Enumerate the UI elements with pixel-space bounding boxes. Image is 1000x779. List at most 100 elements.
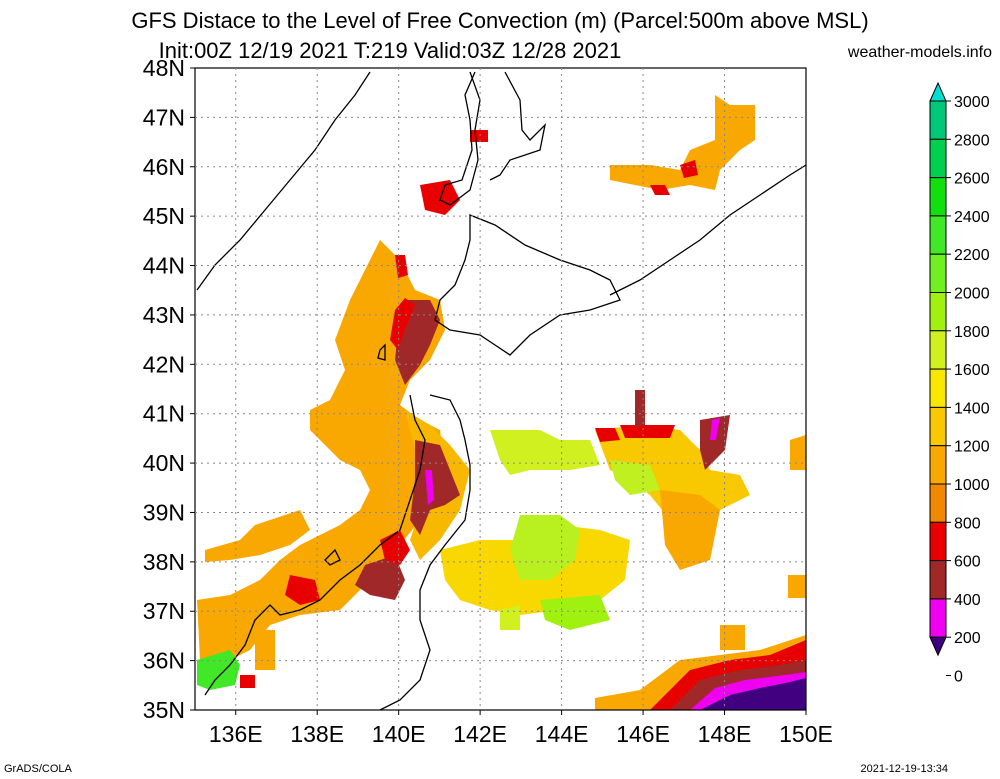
field-patch	[510, 515, 580, 580]
colorbar-label: 0	[954, 669, 963, 686]
colorbar-swatch	[929, 177, 947, 217]
field-patch	[490, 430, 600, 475]
lat-tick-label: 41N	[143, 401, 185, 427]
field-patch	[285, 575, 320, 605]
lon-tick-label: 140E	[372, 721, 426, 747]
field-patch	[205, 510, 310, 562]
lat-tick-label: 37N	[143, 598, 185, 624]
coastline-honshu-north	[379, 394, 471, 710]
lon-tick-label: 148E	[698, 721, 752, 747]
lon-tick-label: 144E	[535, 721, 589, 747]
field-patch	[620, 425, 675, 438]
colorbar-label: 2800	[954, 132, 990, 149]
map-title: GFS Distace to the Level of Free Convect…	[131, 8, 869, 33]
colorbar-label: 2400	[954, 209, 990, 226]
colorbar-label: 1600	[954, 362, 990, 379]
field-patch	[197, 240, 445, 660]
map-frame	[194, 67, 807, 711]
field-patch	[197, 650, 240, 690]
colorbar-label: 1200	[954, 439, 990, 456]
lon-tick-label: 142E	[453, 721, 507, 747]
field-patch	[595, 428, 620, 442]
colorbar-label: 400	[954, 592, 981, 609]
colorbar-swatch	[929, 560, 947, 600]
field-patch	[390, 298, 415, 350]
colorbar-swatch	[929, 406, 947, 447]
field-patch	[660, 490, 720, 570]
credit-text: weather-models.info	[847, 44, 992, 61]
colorbar-swatch	[929, 445, 947, 485]
coastline-sakhalin	[439, 71, 481, 206]
colorbar-swatch	[929, 100, 947, 140]
coastline-sakhalin-east	[489, 71, 547, 181]
colorbar-swatch	[929, 138, 947, 179]
gridlines	[190, 67, 807, 715]
lat-tick-label: 48N	[143, 55, 185, 81]
coastline-island	[377, 343, 386, 361]
coastline-island	[324, 548, 341, 566]
lat-tick-label: 43N	[143, 302, 185, 328]
coastline-honshu-west	[204, 394, 426, 696]
lat-tick-label: 36N	[143, 648, 185, 674]
colorbar-swatch	[929, 215, 947, 255]
colorbar-swatch	[929, 368, 947, 408]
colorbar-label: 2000	[954, 286, 990, 303]
colorbar-label: 3000	[954, 94, 990, 111]
colorbar-label: 2600	[954, 171, 990, 188]
footer-right: 2021-12-19-13:34	[860, 763, 948, 775]
field-patch	[355, 555, 405, 600]
field-patch	[420, 180, 460, 215]
colorbar-swatch	[929, 292, 947, 332]
colorbar-swatch	[929, 521, 947, 562]
colorbar-label: 600	[954, 554, 981, 571]
coastline-kurils	[609, 164, 806, 296]
field-patch	[680, 160, 698, 178]
colorbar-label: 200	[954, 630, 981, 647]
field-patch	[240, 675, 255, 688]
field-patch	[255, 630, 275, 670]
field-patch	[710, 418, 720, 440]
field-patch	[700, 415, 730, 470]
colorbar: 3000280026002400220020001800160014001200…	[929, 81, 990, 686]
field-patch	[540, 595, 610, 630]
coastline-asia	[196, 71, 371, 291]
tick-labels: 48N 47N 46N 45N 44N 43N 42N 41N 40N 39N 38N 37N 36N 3…	[143, 55, 833, 747]
field-patch	[720, 625, 745, 650]
field-patch	[635, 390, 645, 428]
colorbar-label: 1400	[954, 400, 990, 417]
colorbar-label: 2200	[954, 247, 990, 264]
field-patch	[610, 460, 660, 495]
colorbar-swatch	[929, 483, 947, 523]
field-patch	[410, 440, 460, 535]
colorbar-swatch	[929, 253, 947, 293]
field-patch	[700, 678, 806, 710]
footer-left: GrADS/COLA	[4, 763, 72, 775]
lon-tick-label: 138E	[290, 721, 344, 747]
colorbar-swatch	[929, 598, 947, 638]
lon-tick-label: 150E	[779, 721, 833, 747]
colorbar-swatch	[929, 330, 947, 370]
lat-tick-label: 45N	[143, 203, 185, 229]
lat-tick-label: 35N	[143, 697, 185, 723]
field-patch	[470, 130, 488, 142]
field-patch	[425, 470, 434, 505]
map-subtitle: Init:00Z 12/19 2021 T:219 Valid:03Z 12/2…	[158, 38, 622, 63]
field-patch	[650, 185, 670, 195]
lat-tick-label: 44N	[143, 253, 185, 279]
lat-tick-label: 38N	[143, 549, 185, 575]
field-patch	[788, 575, 806, 598]
field-patch	[790, 435, 806, 470]
lat-tick-label: 39N	[143, 499, 185, 525]
lat-tick-label: 47N	[143, 104, 185, 130]
coastline-hokkaido	[434, 214, 621, 356]
lfc-field	[197, 95, 806, 710]
lat-tick-label: 40N	[143, 450, 185, 476]
coastlines	[196, 71, 806, 710]
colorbar-label: 800	[954, 515, 981, 532]
colorbar-label: 1800	[954, 324, 990, 341]
lat-tick-label: 42N	[143, 351, 185, 377]
field-patch	[610, 95, 755, 190]
lon-tick-label: 136E	[209, 721, 263, 747]
lon-tick-label: 146E	[616, 721, 670, 747]
